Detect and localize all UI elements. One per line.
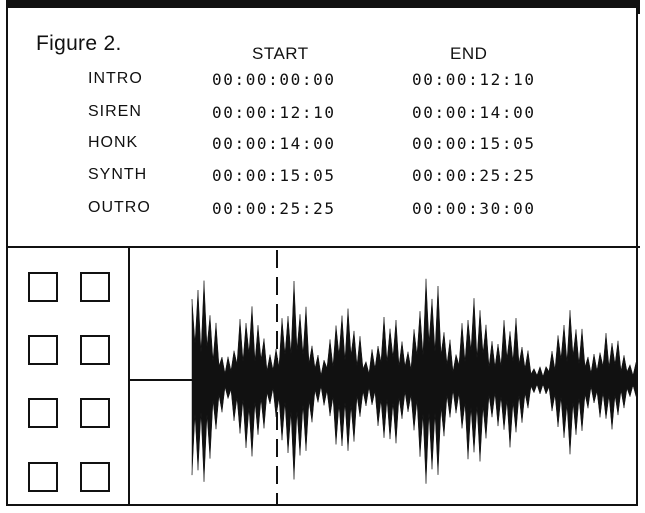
pad-button[interactable] (80, 462, 110, 492)
cue-end-time: 00:00:15:05 (412, 134, 536, 153)
cue-name: HONK (88, 134, 139, 151)
cue-start-time: 00:00:14:00 (212, 134, 336, 153)
cue-name: INTRO (88, 70, 143, 87)
cue-start-time: 00:00:12:10 (212, 103, 336, 122)
cue-start-time: 00:00:15:05 (212, 166, 336, 185)
cue-name: SIREN (88, 103, 142, 120)
pad-button[interactable] (28, 335, 58, 365)
cue-end-time: 00:00:14:00 (412, 103, 536, 122)
waveform-shape (191, 278, 637, 484)
pad-button[interactable] (80, 272, 110, 302)
cue-row[interactable]: HONK 00:00:14:00 00:00:15:05 (0, 134, 640, 162)
pad-button[interactable] (80, 335, 110, 365)
cue-start-time: 00:00:00:00 (212, 70, 336, 89)
cue-row[interactable]: INTRO 00:00:00:00 00:00:12:10 (0, 70, 640, 98)
pad-panel (6, 248, 130, 506)
column-header-end: END (450, 44, 488, 63)
pad-button[interactable] (28, 462, 58, 492)
figure-frame (6, 6, 638, 506)
pad-button[interactable] (28, 398, 58, 428)
cue-name: SYNTH (88, 166, 148, 183)
cue-end-time: 00:00:12:10 (412, 70, 536, 89)
panel-divider (6, 246, 640, 248)
column-header-start: START (252, 44, 309, 63)
cue-end-time: 00:00:30:00 (412, 199, 536, 218)
cue-name: OUTRO (88, 199, 151, 216)
cue-start-time: 00:00:25:25 (212, 199, 336, 218)
pad-button[interactable] (28, 272, 58, 302)
waveform-display[interactable] (130, 248, 638, 506)
pad-button[interactable] (80, 398, 110, 428)
cue-end-time: 00:00:25:25 (412, 166, 536, 185)
cue-row[interactable]: OUTRO 00:00:25:25 00:00:30:00 (0, 199, 640, 227)
cue-row[interactable]: SIREN 00:00:12:10 00:00:14:00 (0, 103, 640, 131)
cue-row[interactable]: SYNTH 00:00:15:05 00:00:25:25 (0, 166, 640, 194)
figure-title: Figure 2. (36, 32, 122, 55)
